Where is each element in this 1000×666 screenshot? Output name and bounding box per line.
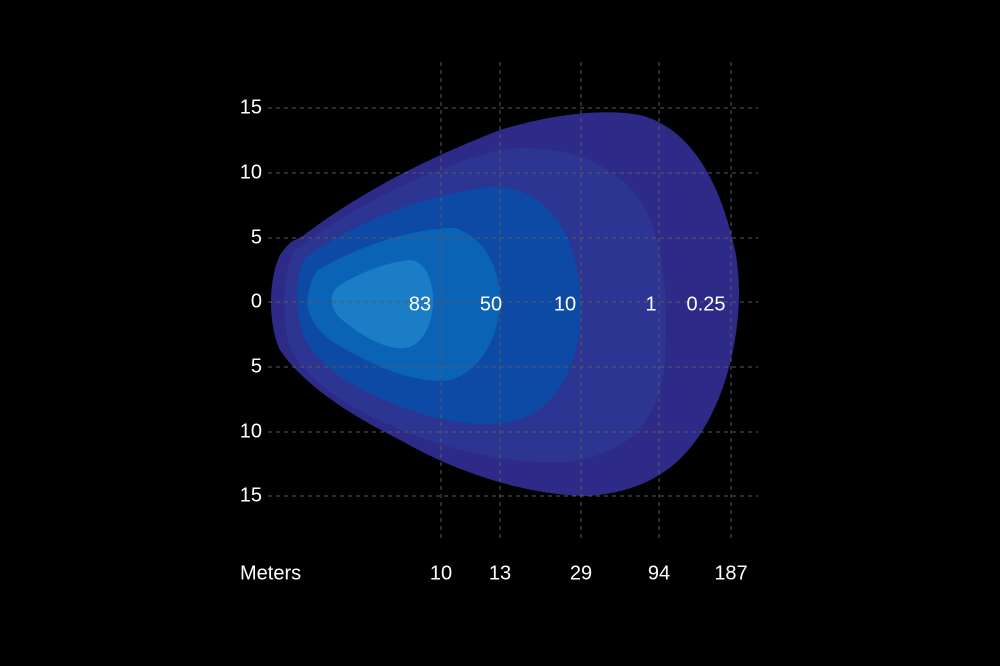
grid-layer (268, 62, 758, 540)
y-tick-label-4: 0 (251, 290, 262, 312)
zone-label-3: 10 (554, 293, 576, 315)
x-tick-label-2: 13 (489, 562, 511, 584)
y-tick-label-7: 15 (240, 484, 262, 506)
y-tick-label-2: 10 (240, 161, 262, 183)
zone-5 (331, 260, 433, 349)
x-axis-title: Meters (240, 562, 301, 584)
zone-label-1: 0.25 (687, 293, 726, 315)
y-tick-label-1: 15 (240, 96, 262, 118)
zone-label-2: 1 (645, 293, 656, 315)
zone-label-5: 83 (409, 293, 431, 315)
x-tick-label-3: 29 (570, 562, 592, 584)
zones-layer (271, 112, 739, 496)
y-tick-label-6: 10 (240, 420, 262, 442)
zone-label-4: 50 (480, 293, 502, 315)
x-tick-label-4: 94 (648, 562, 670, 584)
x-tick-label-5: 187 (714, 562, 747, 584)
y-tick-label-3: 5 (251, 226, 262, 248)
x-tick-label-1: 10 (430, 562, 452, 584)
y-tick-label-5: 5 (251, 355, 262, 377)
